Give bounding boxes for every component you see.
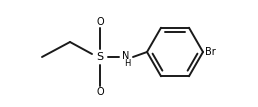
- Text: Br: Br: [205, 47, 216, 57]
- Text: O: O: [96, 17, 104, 27]
- Text: H: H: [124, 59, 130, 68]
- Text: S: S: [96, 52, 103, 62]
- Text: N: N: [122, 51, 130, 61]
- Text: O: O: [96, 87, 104, 97]
